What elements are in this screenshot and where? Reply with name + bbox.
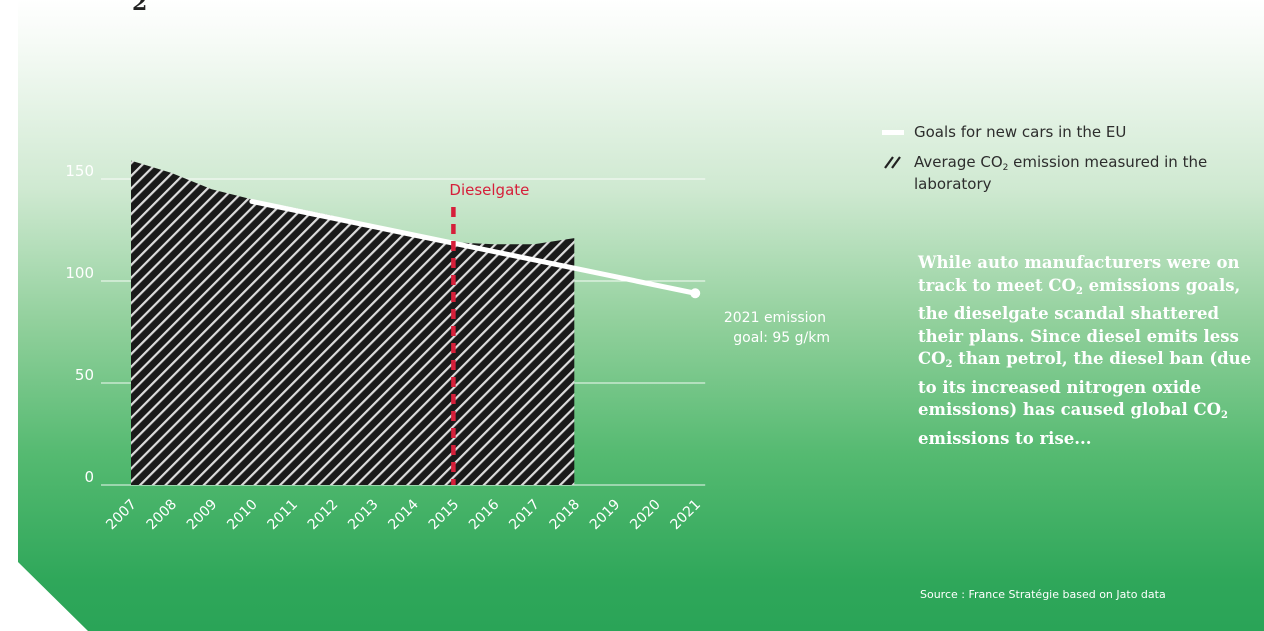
goal-line xyxy=(249,198,698,296)
legend-item-goals: Goals for new cars in the EU xyxy=(882,124,1222,140)
y-tick-label: 50 xyxy=(75,366,94,384)
y-tick-label: 100 xyxy=(65,264,94,282)
y-tick-label: 150 xyxy=(65,162,94,180)
y-tick-label: 0 xyxy=(84,468,94,486)
x-tick-label: 2012 xyxy=(305,497,342,534)
x-tick-label: 2017 xyxy=(506,497,543,534)
white-line-icon xyxy=(882,124,904,140)
x-tick-label: 2018 xyxy=(547,497,584,534)
source-note: Source : France Stratégie based on Jato … xyxy=(920,588,1166,601)
dieselgate-label: Dieselgate xyxy=(449,181,529,199)
average-emission-area xyxy=(131,160,575,485)
goal-endpoint-marker xyxy=(690,288,701,299)
title-fragment: 2 xyxy=(132,0,148,16)
x-tick-label: 2008 xyxy=(144,497,181,534)
x-tick-label: 2016 xyxy=(466,496,503,533)
x-tick-label: 2019 xyxy=(587,497,624,534)
x-tick-label: 2013 xyxy=(345,497,382,534)
legend: Goals for new cars in the EU Average CO2… xyxy=(882,124,1222,206)
legend-label-average: Average CO2 emission measured in the lab… xyxy=(914,153,1208,193)
legend-label-goals: Goals for new cars in the EU xyxy=(914,123,1127,141)
legend-item-average: Average CO2 emission measured in the lab… xyxy=(882,154,1222,192)
x-tick-label: 2014 xyxy=(385,496,422,533)
x-tick-label: 2020 xyxy=(627,497,664,534)
x-tick-label: 2021 xyxy=(668,497,705,534)
x-tick-label: 2010 xyxy=(224,497,261,534)
x-tick-label: 2015 xyxy=(426,497,463,534)
goal-annotation-line1: 2021 emission xyxy=(724,310,826,326)
commentary-text: While auto manufacturers were on track t… xyxy=(918,253,1252,448)
goal-annotation-line2: goal: 95 g/km xyxy=(733,330,830,346)
x-tick-label: 2007 xyxy=(103,497,140,534)
hatch-icon xyxy=(882,154,904,170)
x-tick-label: 2009 xyxy=(184,497,221,534)
x-tick-label: 2011 xyxy=(265,497,302,534)
